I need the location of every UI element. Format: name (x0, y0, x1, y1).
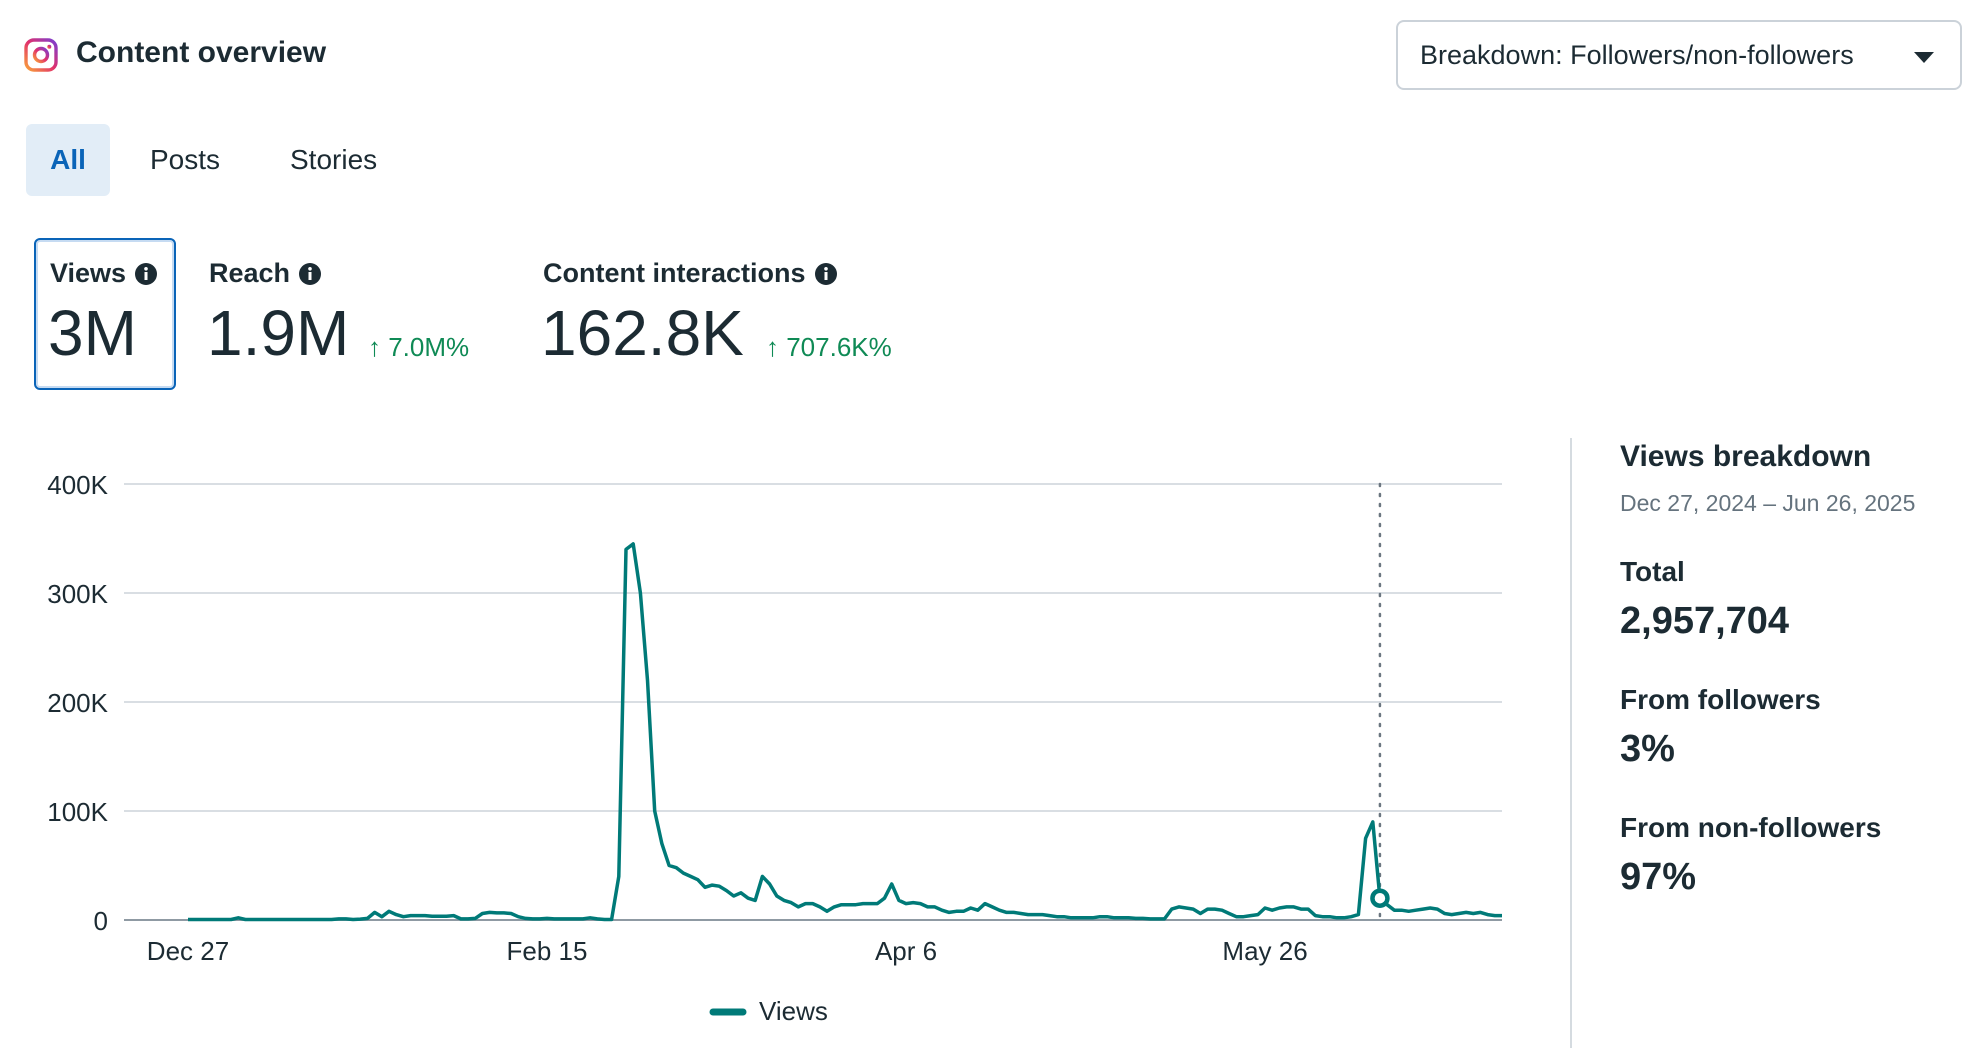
interactions-metric-delta: ↑ 707.6K% (766, 332, 892, 362)
tab-stories[interactable]: Stories (290, 144, 378, 175)
sidebar-divider (1570, 438, 1572, 1048)
total-label: Total (1620, 556, 1685, 587)
x-tick-label: Dec 27 (147, 936, 229, 966)
nonfollowers-value: 97% (1620, 856, 1697, 898)
breakdown-dropdown[interactable]: Breakdown: Followers/non-followers (1396, 20, 1962, 90)
legend-label: Views (759, 996, 828, 1026)
y-tick-label: 400K (47, 470, 108, 500)
views-line-chart[interactable]: 0 100K 200K 300K 400K Dec 27 Feb 15 Apr 6 May 26… (0, 440, 1540, 1048)
tab-posts[interactable]: Posts (150, 144, 221, 175)
followers-label: From followers (1620, 684, 1821, 715)
breakdown-title: Views breakdown (1620, 440, 1872, 473)
followers-value: 3% (1620, 728, 1675, 770)
views-metric-card[interactable] (34, 238, 176, 390)
info-icon[interactable] (134, 262, 158, 286)
info-icon[interactable] (814, 262, 838, 286)
nonfollowers-label: From non-followers (1620, 812, 1882, 843)
interactions-metric-label: Content interactions (543, 258, 806, 288)
breakdown-date-range: Dec 27, 2024 – Jun 26, 2025 (1620, 490, 1916, 516)
views-series-line (188, 542, 1502, 922)
views-metric-value: 3M (48, 297, 137, 369)
reach-metric-value: 1.9M (207, 297, 350, 369)
reach-metric-label-row[interactable]: Reach (209, 258, 322, 289)
x-tick-label: Feb 15 (507, 936, 588, 966)
x-tick-label: May 26 (1222, 936, 1307, 966)
caret-down-icon (1914, 52, 1934, 63)
reach-metric-delta: ↑ 7.0M% (368, 332, 470, 362)
reach-metric-label: Reach (209, 258, 291, 288)
tab-all[interactable]: All (26, 124, 110, 196)
interactions-metric-value: 162.8K (541, 297, 744, 369)
hover-point-marker (1370, 888, 1390, 908)
info-icon[interactable] (298, 262, 322, 286)
breakdown-label: Breakdown: Followers/non-followers (1420, 39, 1854, 70)
views-metric-label-row: Views (50, 258, 158, 289)
instagram-icon (24, 38, 58, 72)
views-metric-label: Views (50, 258, 127, 288)
y-tick-label: 200K (47, 688, 108, 718)
y-tick-label: 100K (47, 797, 108, 827)
interactions-metric-label-row[interactable]: Content interactions (543, 258, 838, 289)
y-tick-label: 0 (94, 906, 108, 936)
page-title: Content overview (76, 36, 327, 69)
total-value: 2,957,704 (1620, 600, 1790, 642)
y-tick-label: 300K (47, 579, 108, 609)
x-tick-label: Apr 6 (875, 936, 937, 966)
